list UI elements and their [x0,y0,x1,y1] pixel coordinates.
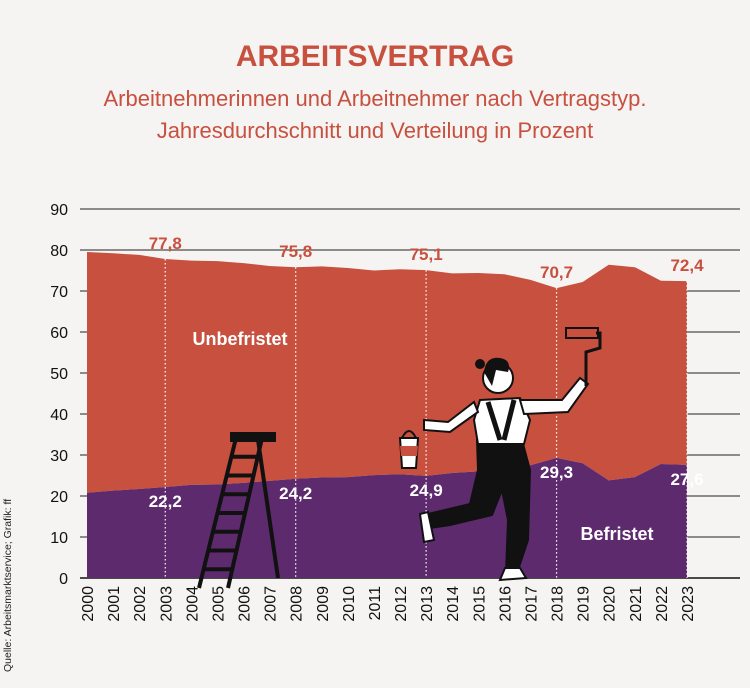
y-tick-label: 60 [50,325,68,342]
decorative-illustration [197,327,602,589]
ladder-illustration [197,432,280,589]
x-tick-label: 2002 [132,586,149,622]
label-unbefristet: 70,7 [540,263,573,282]
x-tick-label: 2023 [680,586,697,622]
label-befristet: 27,6 [670,470,703,489]
label-unbefristet: 75,1 [410,245,443,264]
y-tick-label: 70 [50,284,68,301]
painter-illustration [398,327,602,582]
y-tick-label: 20 [50,489,68,506]
x-tick-label: 2005 [210,586,227,622]
x-tick-label: 2010 [341,586,358,622]
series-label-unbefristet: Unbefristet [192,329,287,349]
x-tick-label: 2014 [445,586,462,622]
label-unbefristet: 75,8 [279,242,312,261]
x-tick-label: 2009 [315,586,332,622]
y-tick-label: 80 [50,243,68,260]
x-tick-label: 2008 [289,586,306,622]
x-tick-label: 2017 [523,586,540,622]
x-tick-label: 2007 [263,586,280,622]
x-tick-label: 2012 [393,586,410,622]
x-tick-label: 2016 [497,586,514,622]
chart-labels: 0 10 20 30 40 50 60 70 80 90 2000 2001 2002 2003 2004 2… [50,202,704,622]
y-tick-label: 50 [50,366,68,383]
series-label-befristet: Befristet [580,524,653,544]
label-befristet: 24,2 [279,484,312,503]
chart-title: ARBEITSVERTRAG [235,40,515,73]
x-tick-label: 2019 [576,586,593,622]
x-tick-label: 2000 [80,586,97,622]
x-tick-label: 2011 [367,586,384,621]
x-tick-label: 2004 [184,586,201,622]
x-tick-label: 2015 [471,586,488,622]
x-tick-label: 2018 [550,586,567,622]
chart-subtitle-line2: Jahresdurchschnitt und Verteilung in Pro… [156,118,594,143]
x-tick-label: 2006 [237,586,254,622]
x-tick-label: 2022 [654,586,671,622]
label-befristet: 22,2 [149,492,182,511]
area-unbefristet [87,252,687,493]
y-tick-label: 30 [50,448,68,465]
label-unbefristet: 72,4 [670,256,704,275]
x-tick-label: 2021 [628,586,645,622]
label-unbefristet: 77,8 [149,234,182,253]
x-tick-label: 2020 [602,586,619,622]
label-befristet: 29,3 [540,463,573,482]
y-tick-label: 40 [50,407,68,424]
x-tick-label: 2003 [158,586,175,622]
y-tick-label: 90 [50,202,68,219]
x-tick-label: 2001 [106,586,123,622]
x-tick-label: 2013 [419,586,436,622]
label-befristet: 24,9 [410,481,443,500]
y-tick-label: 0 [59,571,68,588]
chart-subtitle-line1: Arbeitnehmerinnen und Arbeitnehmer nach … [103,86,647,111]
y-tick-label: 10 [50,530,68,547]
